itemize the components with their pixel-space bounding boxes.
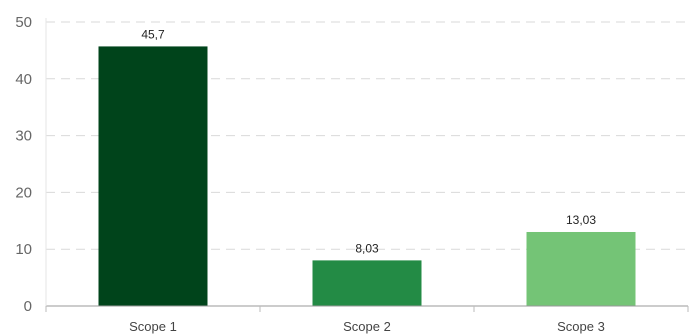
y-tick-label: 0 xyxy=(24,298,32,315)
x-tick-label: Scope 3 xyxy=(557,319,605,334)
y-tick-label: 50 xyxy=(15,14,32,31)
data-labels: 45,7 8,03 13,03 xyxy=(141,27,596,255)
x-tick-label: Scope 2 xyxy=(343,319,391,334)
y-tick-label: 20 xyxy=(15,184,32,201)
data-label: 45,7 xyxy=(141,27,165,41)
data-label: 13,03 xyxy=(566,213,596,227)
x-axis: Scope 1 Scope 2 Scope 3 xyxy=(45,18,689,334)
bar-scope-3 xyxy=(526,231,636,306)
y-axis-ticks: 0 10 20 30 40 50 xyxy=(15,14,32,315)
y-tick-label: 30 xyxy=(15,128,32,145)
data-label: 8,03 xyxy=(355,241,379,255)
bar-scope-2 xyxy=(312,260,422,306)
bar-scope-1 xyxy=(98,46,208,306)
y-tick-label: 10 xyxy=(15,241,32,258)
bars xyxy=(98,46,636,306)
x-tick-label: Scope 1 xyxy=(129,319,177,334)
y-tick-label: 40 xyxy=(15,71,32,88)
